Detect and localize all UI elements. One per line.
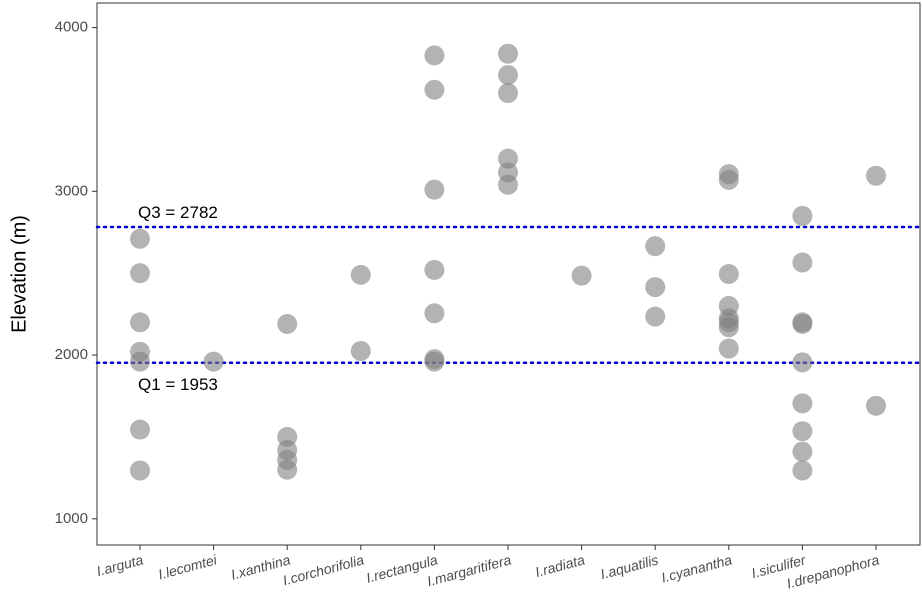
y-tick-label: 1000 [55,510,88,527]
data-point [498,65,518,86]
x-tick-label: I.corchorifolia [281,551,366,588]
y-axis-title: Elevation (m) [8,215,30,333]
data-point [130,263,150,284]
x-axis: I.arguta I.lecomtei I.xanthinaI.corchorifo… [95,545,881,591]
data-point [645,277,666,298]
data-point [203,351,224,372]
x-tick-label: I.lecomtei [156,551,219,582]
data-point [792,205,813,226]
data-point [424,351,445,372]
data-point [424,303,445,324]
data-point [718,169,739,190]
data-point [792,313,813,334]
data-point [718,338,739,359]
reference-line-label: Q3 = 2782 [138,203,218,222]
data-point [866,165,886,186]
data-point [498,148,518,169]
data-point [424,179,445,200]
y-axis: 1000 2000 3000 4000 [55,19,97,527]
data-point [645,236,666,257]
data-point [571,265,592,286]
data-point [350,264,371,285]
data-point [424,79,445,100]
data-point [866,395,886,416]
data-point [130,460,150,481]
x-tick-label: I.radiata [533,551,586,580]
data-points [130,43,886,481]
data-point [718,264,739,284]
y-tick-label: 4000 [55,19,88,36]
data-point [424,45,445,66]
data-point [792,393,813,414]
data-point [277,459,298,480]
data-point [645,306,666,327]
x-tick-label: I.aquatilis [599,551,660,582]
reference-line-label: Q1 = 1953 [138,375,218,394]
data-point [498,83,518,104]
data-point [130,351,150,372]
data-point [130,228,150,249]
data-point [792,441,813,462]
data-point [498,174,518,195]
x-tick-label: I.cyanantha [660,551,734,585]
data-point [277,313,298,334]
data-point [130,419,150,440]
data-point [792,421,813,442]
data-point [792,460,813,481]
y-tick-label: 2000 [55,346,88,363]
data-point [424,259,445,280]
data-point [498,43,518,64]
reference-lines: Q3 = 2782 Q1 = 1953 [95,203,922,394]
data-point [792,352,813,373]
data-point [350,340,371,361]
data-point [792,252,813,273]
data-point [718,317,739,338]
y-tick-label: 3000 [55,182,88,199]
x-tick-label: I.margaritifera [425,551,513,589]
data-point [130,312,150,333]
x-tick-label: I.arguta [95,551,145,579]
